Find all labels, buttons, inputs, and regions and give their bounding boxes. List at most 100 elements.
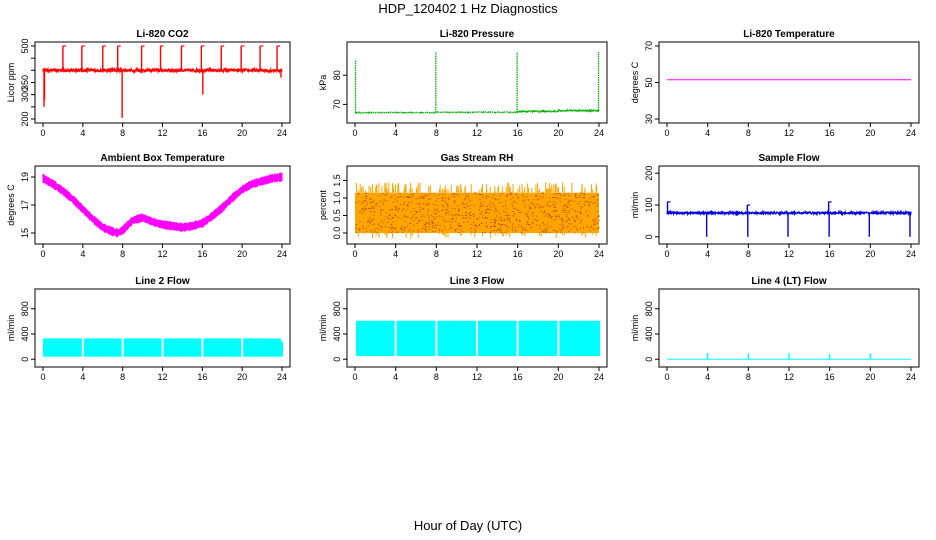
x-tick-label: 24: [594, 128, 604, 138]
x-tick-label: 12: [157, 249, 167, 259]
x-tick-label: 4: [705, 249, 710, 259]
x-tick-label: 8: [120, 128, 125, 138]
y-axis: 30 50 70: [644, 41, 660, 124]
series: [42, 45, 283, 118]
y-tick-label: 300: [20, 87, 30, 102]
series: [356, 320, 601, 357]
x-tick-label: 12: [472, 128, 482, 138]
x-tick-label: 12: [784, 249, 794, 259]
panel-6: Sample Flow 0 4 8 12 16 20 24 0 100 200 ml/min: [630, 153, 920, 259]
page-title: HDP_120402 1 Hz Diagnostics: [378, 1, 558, 16]
x-tick-label: 4: [80, 128, 85, 138]
x-tick-label: 16: [513, 372, 523, 382]
x-axis: 0 4 8 12 16 20 24: [352, 366, 604, 382]
x-tick-label: 0: [664, 372, 669, 382]
series-line: [666, 209, 912, 217]
panel-7: Line 2 Flow 0 4 8 12 16 20 24 0 400 800 ml/min: [6, 276, 291, 382]
x-tick-label: 4: [705, 128, 710, 138]
series-fill: [356, 320, 395, 357]
x-tick-label: 24: [906, 128, 916, 138]
x-tick-label: 8: [746, 249, 751, 259]
series-fill: [396, 320, 436, 357]
panel-title: Line 4 (LT) Flow: [751, 276, 827, 287]
x-tick-label: 20: [865, 372, 875, 382]
x-tick-label: 0: [40, 372, 45, 382]
x-tick-label: 16: [197, 372, 207, 382]
y-axis-label: ml/min: [6, 315, 16, 342]
x-tick-label: 8: [434, 372, 439, 382]
panel-2: Li-820 Pressure 0 4 8 12 16 20 24 70 80 kPa: [318, 29, 608, 138]
y-axis-label: degrees C: [6, 184, 16, 226]
y-tick-label: 800: [332, 301, 342, 316]
x-axis: 0 4 8 12 16 20 24: [664, 122, 916, 138]
y-tick-label: 400: [20, 326, 30, 341]
y-axis: 70 80: [332, 70, 348, 109]
x-tick-label: 8: [746, 128, 751, 138]
series-line: [557, 107, 600, 114]
x-tick-label: 8: [120, 372, 125, 382]
x-tick-label: 16: [513, 249, 523, 259]
panel-title: Li-820 Pressure: [440, 29, 515, 40]
x-tick-label: 24: [906, 372, 916, 382]
series-band: [42, 172, 283, 238]
series-fill: [203, 338, 242, 357]
x-tick-label: 24: [277, 372, 287, 382]
series: [666, 201, 912, 237]
x-tick-label: 20: [553, 128, 563, 138]
y-axis-label: ml/min: [318, 315, 328, 342]
y-tick-label: 50: [644, 77, 654, 87]
panel-title: Gas Stream RH: [441, 153, 514, 164]
panel-title: Li-820 CO2: [136, 29, 189, 40]
x-tick-label: 0: [352, 372, 357, 382]
y-axis-label: ml/min: [630, 192, 640, 219]
y-tick-label: 19: [20, 172, 30, 182]
panel-frame: [658, 165, 920, 245]
y-axis: 0 400 800: [332, 301, 348, 362]
panel-title: Sample Flow: [758, 153, 819, 164]
x-tick-label: 8: [120, 249, 125, 259]
series-fill: [437, 320, 476, 357]
x-tick-label: 12: [157, 128, 167, 138]
series-fill: [43, 338, 82, 357]
x-tick-label: 16: [825, 249, 835, 259]
y-tick-label: 350: [20, 75, 30, 90]
x-tick-label: 20: [865, 249, 875, 259]
series: [354, 51, 600, 115]
panel-8: Line 3 Flow 0 4 8 12 16 20 24 0 400 800 ml/min: [318, 276, 608, 382]
x-tick-label: 0: [40, 128, 45, 138]
series-band: [355, 192, 599, 233]
x-tick-label: 12: [784, 128, 794, 138]
x-axis: 0 4 8 12 16 20 24: [40, 243, 287, 259]
series: [355, 182, 600, 239]
x-tick-label: 12: [472, 249, 482, 259]
y-tick-label: 100: [644, 197, 654, 212]
x-axis-label: Hour of Day (UTC): [413, 518, 523, 533]
x-tick-label: 20: [237, 128, 247, 138]
y-tick-label: 80: [332, 70, 342, 80]
x-tick-label: 16: [197, 128, 207, 138]
x-tick-label: 4: [393, 249, 398, 259]
y-tick-label: 500: [20, 38, 30, 53]
series-line: [42, 66, 283, 75]
x-tick-label: 20: [865, 128, 875, 138]
x-tick-label: 0: [352, 249, 357, 259]
y-tick-label: 0: [644, 234, 654, 239]
panel-frame: [658, 41, 920, 124]
panel-title: Ambient Box Temperature: [100, 153, 225, 164]
y-tick-label: 800: [20, 301, 30, 316]
x-tick-label: 12: [157, 372, 167, 382]
x-tick-label: 16: [825, 128, 835, 138]
y-tick-label: 0.5: [332, 209, 342, 222]
x-tick-label: 4: [80, 249, 85, 259]
y-tick-label: 15: [20, 228, 30, 238]
x-tick-label: 4: [393, 128, 398, 138]
y-tick-label: 200: [20, 111, 30, 126]
series-fill: [163, 338, 202, 357]
x-tick-label: 24: [594, 249, 604, 259]
panel-title: Line 3 Flow: [450, 276, 505, 287]
series-line: [354, 111, 437, 115]
y-tick-label: 800: [644, 301, 654, 316]
panel-4: Ambient Box Temperature 0 4 8 12 16 20 24 15 17 19…: [6, 153, 291, 259]
series: [42, 172, 283, 238]
